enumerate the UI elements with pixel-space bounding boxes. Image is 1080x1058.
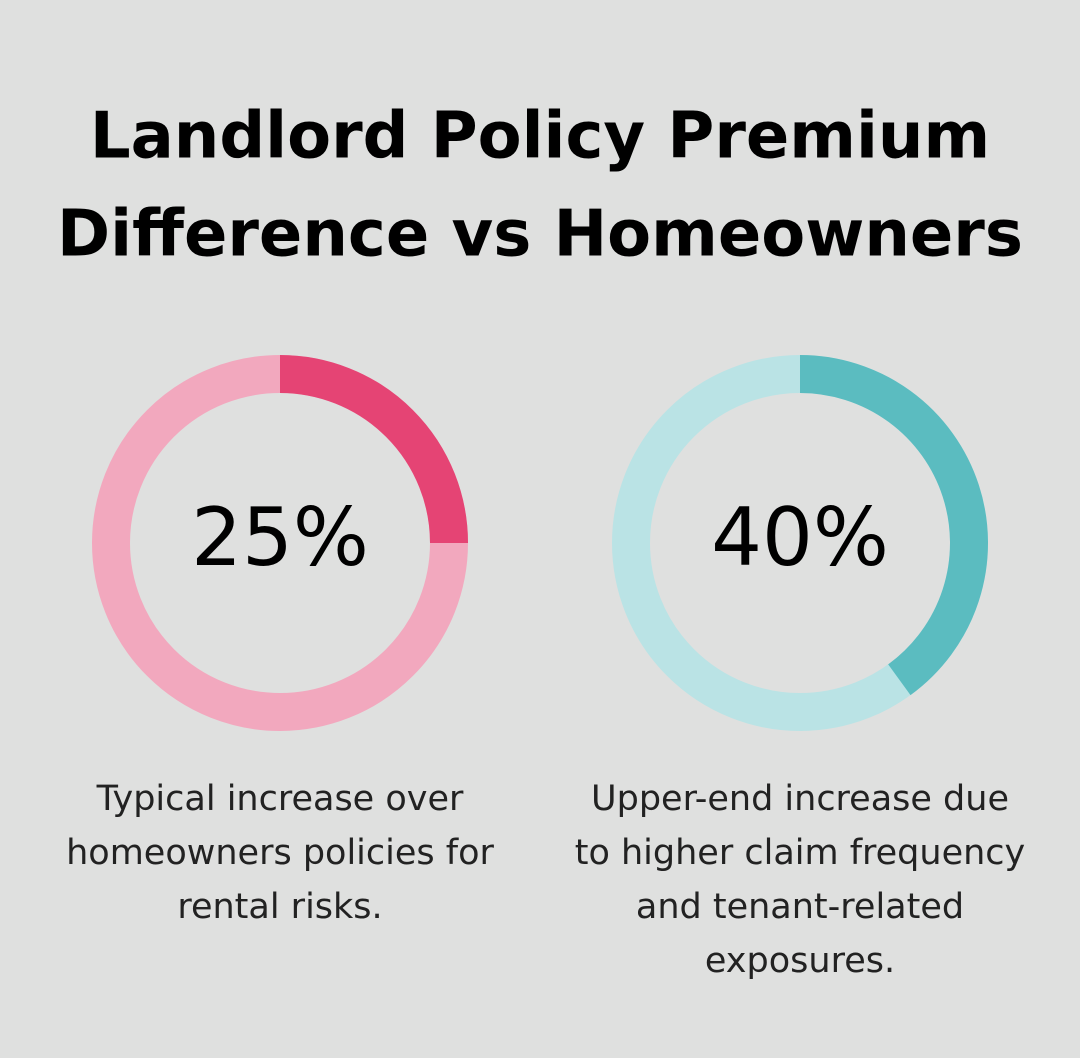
title-line: Landlord Policy Premium [90, 100, 990, 174]
title-line: Difference vs Homeowners [57, 198, 1023, 272]
caption-line: to higher claim frequency [575, 833, 1026, 873]
caption-line: homeowners policies for [66, 833, 494, 873]
caption-line: and tenant-related [636, 887, 964, 927]
caption-line: Typical increase over [96, 779, 464, 819]
value-label: 25% [191, 491, 369, 584]
caption-line: rental risks. [177, 887, 382, 927]
value-label: 40% [711, 491, 889, 584]
caption-line: exposures. [705, 941, 895, 981]
donut-arc [279, 355, 468, 544]
caption-line: Upper-end increase due [591, 779, 1009, 819]
donut-arc [799, 355, 988, 696]
